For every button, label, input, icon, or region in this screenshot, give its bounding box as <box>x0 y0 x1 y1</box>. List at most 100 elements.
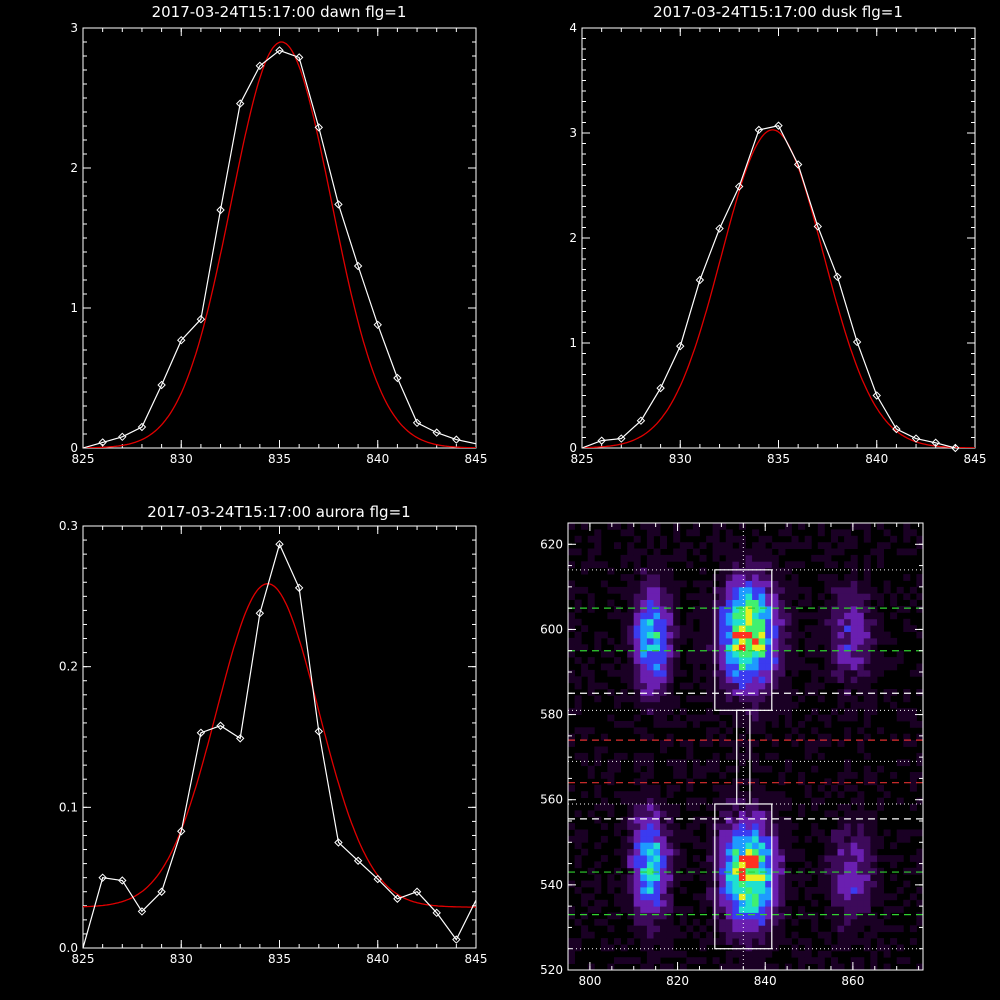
heatmap-cell <box>778 637 786 645</box>
heatmap-cell <box>752 893 760 901</box>
heatmap-cell <box>660 855 667 862</box>
heatmap-cell <box>877 925 884 933</box>
heatmap-cell <box>719 938 727 945</box>
heatmap-cell <box>863 574 871 581</box>
heatmap-cell <box>738 931 746 939</box>
heatmap-cell <box>725 906 733 913</box>
heatmap-cell <box>673 548 681 556</box>
heatmap-cell <box>877 618 884 626</box>
heatmap-cell <box>607 759 615 767</box>
heatmap-cell <box>660 708 667 715</box>
heatmap-cell <box>844 835 852 843</box>
heatmap-cell <box>824 848 832 856</box>
heatmap-cell <box>909 804 917 811</box>
heatmap-cell <box>627 816 635 824</box>
heatmap-cell <box>903 618 911 626</box>
heatmap-cell <box>811 797 819 805</box>
heatmap-cell <box>614 765 621 773</box>
heatmap-cell <box>581 931 589 939</box>
heatmap-cell <box>752 823 760 830</box>
heatmap-cell <box>666 657 674 664</box>
heatmap-cell <box>574 727 582 735</box>
heatmap-cell <box>771 721 779 728</box>
heatmap-cell <box>719 631 727 639</box>
heatmap-cell <box>771 797 779 805</box>
heatmap-cell <box>817 650 825 658</box>
heatmap-cell <box>765 950 773 958</box>
heatmap-cell <box>719 523 727 530</box>
heatmap-cell <box>633 823 641 830</box>
heatmap-cell <box>706 733 714 741</box>
heatmap-cell <box>824 554 832 562</box>
heatmap-cell <box>666 925 674 933</box>
heatmap-cell <box>666 963 674 970</box>
heatmap-cell <box>798 523 806 530</box>
heatmap-cell <box>745 963 753 970</box>
heatmap-cell <box>712 925 720 933</box>
heatmap-cell <box>745 714 753 722</box>
heatmap-cell <box>778 931 786 939</box>
heatmap-cell <box>771 561 779 569</box>
heatmap-cell <box>850 816 858 824</box>
heatmap-cell <box>653 848 661 856</box>
heatmap-cell <box>850 708 858 715</box>
heatmap-cell <box>798 804 806 811</box>
heatmap-cell <box>646 842 654 850</box>
heatmap-cell <box>824 657 832 664</box>
heatmap-cell <box>712 906 720 913</box>
heatmap-cell <box>686 612 694 620</box>
heatmap-cell <box>640 778 648 786</box>
heatmap-cell <box>653 721 661 728</box>
heatmap-cell <box>738 861 746 869</box>
heatmap-cell <box>653 816 661 824</box>
heatmap-cell <box>778 657 786 664</box>
aurora-point <box>196 728 206 737</box>
heatmap-cell <box>620 625 628 632</box>
heatmap-cell <box>607 765 615 773</box>
heatmap-cell <box>883 529 891 537</box>
heatmap-cell <box>863 861 871 869</box>
heatmap-cell <box>719 695 727 703</box>
heatmap-cell <box>574 599 582 607</box>
heatmap-cell <box>863 893 871 901</box>
heatmap-cell <box>660 740 667 747</box>
heatmap-cell <box>627 529 635 537</box>
heatmap-cell <box>896 887 904 894</box>
heatmap-cell <box>686 542 694 549</box>
heatmap-cell <box>877 887 884 894</box>
heatmap-cell <box>778 650 786 658</box>
heatmap-cell <box>679 542 687 549</box>
heatmap-cell <box>719 963 727 970</box>
aurora-fit-line <box>83 583 476 908</box>
heatmap-cell <box>712 842 720 850</box>
heatmap-cell <box>850 695 858 703</box>
heatmap-cell <box>758 918 766 926</box>
heatmap-cell <box>673 631 681 639</box>
heatmap-cell <box>857 689 865 696</box>
heatmap-cell <box>640 944 648 952</box>
heatmap-cell <box>686 529 694 537</box>
heatmap-cell <box>738 580 746 588</box>
heatmap-cell <box>679 682 687 690</box>
heatmap-cell <box>719 733 727 741</box>
heatmap-cell <box>712 644 720 652</box>
heatmap-cell <box>666 637 674 645</box>
heatmap-cell <box>581 752 589 760</box>
heatmap-cell <box>778 887 786 894</box>
heatmap-cell <box>712 663 720 671</box>
heatmap-cell <box>719 612 727 620</box>
heatmap-cell <box>581 561 589 569</box>
heatmap-cell <box>837 669 845 677</box>
heatmap-cell <box>706 829 714 837</box>
heatmap-cell <box>738 650 746 658</box>
heatmap-cell <box>745 625 753 632</box>
heatmap-cell <box>877 804 884 811</box>
heatmap-cell <box>732 823 740 830</box>
heatmap-cell <box>857 682 865 690</box>
heatmap-cell <box>765 701 773 709</box>
heatmap-cell <box>745 944 753 952</box>
heatmap-cell <box>752 689 760 696</box>
heatmap-cell <box>791 918 799 926</box>
heatmap-cell <box>712 689 720 696</box>
heatmap-cell <box>877 637 884 645</box>
